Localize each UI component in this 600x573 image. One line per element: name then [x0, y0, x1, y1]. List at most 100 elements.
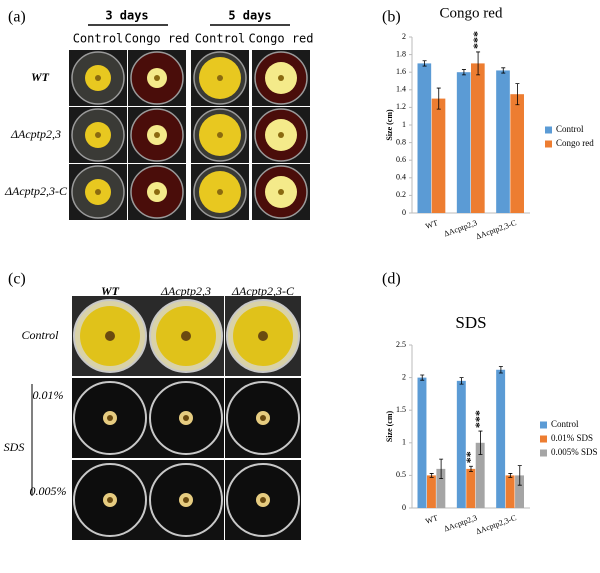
legend-label: 0.01% SDS	[551, 433, 593, 443]
row-label: 0.005%	[30, 484, 67, 498]
colony-center	[183, 415, 189, 421]
y-tick-label: 2	[402, 32, 406, 41]
y-tick-label: 0	[402, 503, 406, 512]
photo-grid	[69, 50, 310, 220]
colony-center	[278, 132, 284, 138]
row-label: WT	[31, 70, 50, 84]
legend-label: Control	[556, 124, 584, 134]
colony-center	[107, 497, 113, 503]
y-tick-label: 0.4	[396, 173, 406, 182]
column-header: ΔAcptp2,3	[160, 284, 211, 298]
y-axis-label: Size (cm)	[385, 411, 394, 443]
x-tick-label: ΔAcptp2,3	[443, 513, 479, 533]
significance: ***	[470, 31, 484, 49]
chart-title: SDS	[455, 313, 486, 332]
colony-center	[154, 132, 160, 138]
y-tick-label: 1.8	[396, 49, 406, 58]
column-header: Congo red	[248, 32, 313, 46]
error-bar	[429, 473, 434, 478]
legend-swatch	[540, 449, 547, 457]
colony-center	[107, 415, 113, 421]
bar	[456, 72, 471, 213]
colony-center	[217, 189, 223, 195]
error-bar	[420, 374, 425, 381]
row-label: ΔAcptp2,3-C	[4, 184, 68, 198]
y-tick-label: 2	[402, 372, 406, 381]
colony-center	[154, 189, 160, 195]
colony-center	[183, 497, 189, 503]
error-bar	[498, 366, 503, 374]
error-bar	[461, 69, 466, 76]
column-header: Control	[73, 32, 124, 46]
bar	[475, 442, 485, 508]
group-header: 3 days	[105, 9, 148, 23]
bar	[426, 475, 436, 508]
significance: ***	[472, 410, 486, 428]
error-bar	[459, 377, 464, 385]
y-tick-label: 1.4	[396, 85, 406, 94]
y-tick-label: 1.5	[396, 405, 406, 414]
legend-swatch	[540, 421, 547, 429]
error-bar	[508, 473, 513, 478]
colony-center	[278, 189, 284, 195]
chart-title: Congo red	[440, 5, 503, 21]
x-tick-label: ΔAcptp2,3	[443, 218, 479, 238]
error-bar	[469, 465, 473, 472]
bar	[417, 63, 432, 214]
group-header: 5 days	[228, 9, 271, 23]
panel-label: (a)	[8, 9, 26, 26]
colony-center	[154, 75, 160, 81]
y-tick-label: 0.6	[396, 155, 406, 164]
y-tick-label: 1	[402, 120, 406, 129]
panel-label: (d)	[382, 271, 401, 288]
column-header: Control	[195, 32, 246, 46]
photo-grid	[72, 296, 301, 540]
colony-center	[95, 75, 101, 81]
y-tick-label: 2.5	[396, 340, 406, 349]
bar	[456, 380, 466, 508]
significance: **	[463, 451, 477, 463]
column-header: WT	[101, 284, 120, 298]
bar	[466, 468, 476, 508]
y-tick-label: 0.5	[396, 470, 406, 479]
bar	[417, 377, 427, 508]
y-tick-label: 1.2	[396, 102, 406, 111]
y-tick-label: 0.2	[396, 190, 406, 199]
colony-center	[278, 75, 284, 81]
error-bar	[476, 51, 481, 76]
column-header: Congo red	[124, 32, 189, 46]
y-tick-label: 0.8	[396, 137, 406, 146]
row-label: Control	[22, 328, 60, 342]
y-tick-label: 1.6	[396, 67, 406, 76]
bar	[496, 70, 510, 213]
group-label: SDS	[4, 440, 25, 454]
legend-swatch	[545, 126, 552, 134]
bar	[505, 475, 515, 508]
x-tick-label: WT	[424, 513, 439, 526]
colony-center	[260, 497, 266, 503]
x-tick-label: ΔAcptp2,3-C	[474, 513, 517, 536]
legend-swatch	[545, 140, 552, 148]
y-tick-label: 1	[402, 438, 406, 447]
error-bar	[422, 60, 427, 67]
bar	[471, 63, 485, 214]
bar	[510, 94, 524, 213]
error-bar	[515, 83, 520, 106]
legend-label: Control	[551, 419, 579, 429]
colony-center	[217, 132, 223, 138]
x-tick-label: WT	[424, 218, 439, 231]
colony-center	[105, 331, 115, 341]
row-label: ΔAcptp2,3	[10, 127, 61, 141]
x-tick-label: ΔAcptp2,3-C	[474, 218, 517, 241]
error-bar	[439, 458, 444, 480]
column-header: ΔAcptp2,3-C	[231, 284, 295, 298]
row-label: 0.01%	[33, 388, 64, 402]
y-tick-label: 0	[402, 208, 406, 217]
bar	[436, 468, 446, 508]
colony-center	[217, 75, 223, 81]
legend-label: Congo red	[556, 138, 594, 148]
panel-label: (b)	[382, 9, 401, 26]
bar	[496, 369, 506, 508]
panel-label: (c)	[8, 271, 26, 288]
